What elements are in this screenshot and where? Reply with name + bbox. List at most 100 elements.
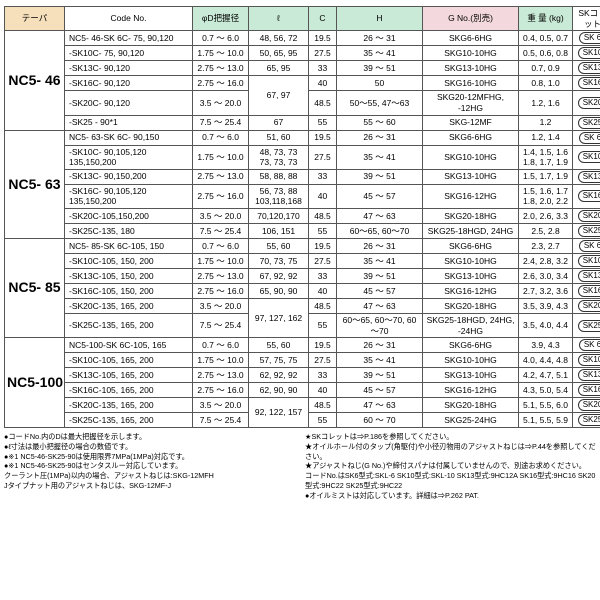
cell-ell: 106, 151 — [249, 224, 309, 239]
collet-badge: SK16 — [578, 190, 600, 202]
cell-H: 39 ～ 51 — [337, 269, 423, 284]
cell-C: 33 — [309, 169, 337, 184]
cell-code: NC5-100-SK 6C-105, 165 — [65, 338, 193, 353]
cell-collet: SK16 — [573, 184, 600, 208]
cell-ell: 92, 122, 157 — [249, 398, 309, 428]
cell-ell: 70,120,170 — [249, 209, 309, 224]
cell-ell: 55, 60 — [249, 239, 309, 254]
cell-G: SKG25-18HGD, 24HG — [423, 224, 519, 239]
footnotes: ●コードNo.内のDは最大把握径を示します。●ℓ寸法は最小把握径の場合の数値です… — [4, 432, 596, 500]
cell-H: 26 ～ 31 — [337, 130, 423, 145]
cell-weight: 4.2, 4.7, 5.1 — [519, 368, 573, 383]
group-label: NC5- 46 — [5, 31, 65, 130]
cell-code: -SK10C- 90,105,120135,150,200 — [65, 145, 193, 169]
cell-G: SKG16-12HG — [423, 284, 519, 299]
collet-badge: SK20 — [578, 399, 600, 411]
cell-C: 55 — [309, 413, 337, 428]
cell-H: 26 ～ 31 — [337, 239, 423, 254]
cell-H: 39 ～ 51 — [337, 169, 423, 184]
footnote-line: クーラント圧(1MPa)以内の場合、アジャストねじは:SKG-12MFH — [4, 471, 295, 481]
collet-badge: SK10 — [578, 47, 600, 59]
cell-weight: 5.1, 5.5, 5.9 — [519, 413, 573, 428]
group-label: NC5- 63 — [5, 130, 65, 239]
footnote-line: ●ℓ寸法は最小把握径の場合の数値です。 — [4, 442, 295, 452]
cell-ell: 97, 127, 162 — [249, 299, 309, 338]
cell-weight: 2.5, 2.8 — [519, 224, 573, 239]
cell-weight: 4.3, 5.0, 5.4 — [519, 383, 573, 398]
collet-badge: SK20 — [578, 97, 600, 109]
cell-phiD: 7.5 ～ 25.4 — [193, 224, 249, 239]
table-row: -SK10C-105, 150, 2001.75 ～ 10.070, 73, 7… — [5, 254, 600, 269]
cell-ell: 57, 75, 75 — [249, 353, 309, 368]
cell-ell: 65, 95 — [249, 61, 309, 76]
table-row: -SK13C- 90,1202.75 ～ 13.065, 953339 ～ 51… — [5, 61, 600, 76]
cell-C: 55 — [309, 314, 337, 338]
table-row: -SK10C- 75, 90,1201.75 ～ 10.050, 65, 952… — [5, 46, 600, 61]
cell-phiD: 0.7 ～ 6.0 — [193, 239, 249, 254]
cell-weight: 0.8, 1.0 — [519, 76, 573, 91]
cell-phiD: 1.75 ～ 10.0 — [193, 145, 249, 169]
footnote-line: ●※1 NC5-46-SK25-90はセンタスルー対応しています。 — [4, 461, 295, 471]
hdr-G: G No.(別売) — [423, 7, 519, 31]
cell-C: 19.5 — [309, 338, 337, 353]
cell-collet: SK10 — [573, 145, 600, 169]
cell-collet: SK13 — [573, 169, 600, 184]
cell-G: SKG20-18HG — [423, 398, 519, 413]
cell-weight: 1.5, 1.6, 1.71.8, 2.0, 2.2 — [519, 184, 573, 208]
footnotes-left: ●コードNo.内のDは最大把握径を示します。●ℓ寸法は最小把握径の場合の数値です… — [4, 432, 295, 500]
cell-C: 48.5 — [309, 91, 337, 115]
cell-C: 55 — [309, 224, 337, 239]
cell-ell: 58, 88, 88 — [249, 169, 309, 184]
cell-code: -SK25C-135, 180 — [65, 224, 193, 239]
cell-ell: 62, 92, 92 — [249, 368, 309, 383]
collet-badge: SK25 — [578, 320, 600, 332]
cell-collet: SK16 — [573, 383, 600, 398]
cell-code: -SK13C- 90,120 — [65, 61, 193, 76]
collet-badge: SK13 — [578, 62, 600, 74]
cell-C: 19.5 — [309, 239, 337, 254]
cell-C: 19.5 — [309, 130, 337, 145]
table-row: NC5- 63NC5- 63-SK 6C- 90,1500.7 ～ 6.051,… — [5, 130, 600, 145]
cell-H: 35 ～ 41 — [337, 353, 423, 368]
cell-collet: SK25 — [573, 413, 600, 428]
cell-G: SKG13-10HG — [423, 169, 519, 184]
cell-H: 50 — [337, 76, 423, 91]
collet-badge: SK25 — [578, 117, 600, 129]
cell-H: 47 ～ 63 — [337, 299, 423, 314]
cell-phiD: 3.5 ～ 20.0 — [193, 209, 249, 224]
cell-code: -SK13C-105, 165, 200 — [65, 368, 193, 383]
table-row: -SK10C-105, 165, 2001.75 ～ 10.057, 75, 7… — [5, 353, 600, 368]
cell-collet: SK10 — [573, 254, 600, 269]
cell-H: 60 ～ 70 — [337, 413, 423, 428]
collet-badge: SK13 — [578, 369, 600, 381]
cell-weight: 0.7, 0.9 — [519, 61, 573, 76]
collet-badge: SK10 — [578, 354, 600, 366]
cell-H: 35 ～ 41 — [337, 254, 423, 269]
cell-phiD: 0.7 ～ 6.0 — [193, 31, 249, 46]
cell-collet: SK 6 — [573, 239, 600, 254]
table-row: -SK16C-105, 150, 2002.75 ～ 16.065, 90, 9… — [5, 284, 600, 299]
table-row: -SK16C- 90,105,120135,150,2002.75 ～ 16.0… — [5, 184, 600, 208]
cell-code: -SK16C-105, 165, 200 — [65, 383, 193, 398]
cell-ell: 67, 92, 92 — [249, 269, 309, 284]
cell-G: SKG20-18HG — [423, 209, 519, 224]
header-row: テーパ Code No. φD把握径 ℓ C H G No.(別売) 重 量 (… — [5, 7, 600, 31]
cell-code: -SK16C-105, 150, 200 — [65, 284, 193, 299]
cell-G: SKG13-10HG — [423, 368, 519, 383]
cell-ell: 50, 65, 95 — [249, 46, 309, 61]
cell-C: 27.5 — [309, 46, 337, 61]
cell-H: 50～55, 47～63 — [337, 91, 423, 115]
cell-collet: SK13 — [573, 61, 600, 76]
cell-collet: SK10 — [573, 353, 600, 368]
hdr-phiD: φD把握径 — [193, 7, 249, 31]
cell-code: -SK10C-105, 150, 200 — [65, 254, 193, 269]
cell-H: 47 ～ 63 — [337, 398, 423, 413]
cell-G: SKG6-6HG — [423, 31, 519, 46]
cell-G: SKG13-10HG — [423, 61, 519, 76]
collet-badge: SK16 — [578, 285, 600, 297]
footnote-line: ★アジャストねじ(G No.)や締付スパナは付属していませんので、別途お求めくだ… — [305, 461, 596, 471]
cell-G: SKG6-6HG — [423, 239, 519, 254]
cell-ell: 67 — [249, 115, 309, 130]
cell-phiD: 2.75 ～ 16.0 — [193, 184, 249, 208]
cell-G: SKG25-24HG — [423, 413, 519, 428]
